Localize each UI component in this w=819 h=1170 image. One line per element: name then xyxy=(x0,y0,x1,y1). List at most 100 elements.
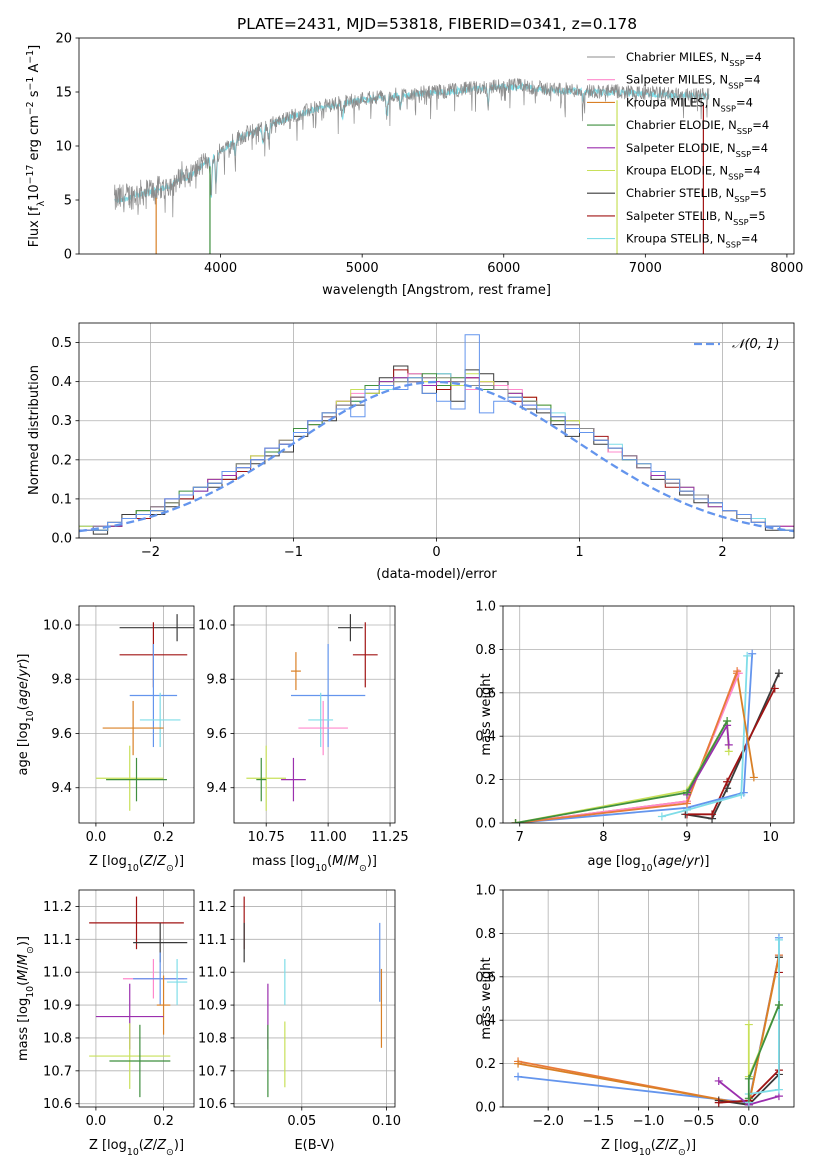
y-tick-label: 0.2 xyxy=(475,773,496,788)
x-axis-label: (data-model)/error xyxy=(376,567,497,582)
mass-weight-marker xyxy=(774,669,783,678)
x-tick-label: 0.0 xyxy=(86,830,107,845)
y-tick-label: 0.4 xyxy=(51,375,72,390)
spectrum-axes: 4000 5000 6000 7000 8000 0 5 10 15 20 Chabrier MIL… xyxy=(25,32,804,299)
y-tick-label: 9.8 xyxy=(206,673,227,688)
y-axis-label: mass weight xyxy=(479,673,494,755)
y-tick-label: 0 xyxy=(64,248,72,263)
y-tick-label: 0.4 xyxy=(475,1014,496,1029)
spectrum-frame xyxy=(78,37,795,255)
massweight_vs_Z-frame xyxy=(502,889,795,1108)
age_vs_mass-axes: 10.75 11.00 11.25 9.4 9.6 9.8 10.0 mass [log10(… xyxy=(198,605,409,874)
y-tick-label: 20 xyxy=(55,32,72,47)
y-tick-label: 10.9 xyxy=(198,999,227,1014)
y-tick-label: 10.7 xyxy=(43,1064,72,1079)
y-tick-label: 9.6 xyxy=(51,727,72,742)
y-axis-label: mass weight xyxy=(479,957,494,1039)
y-tick-label: 11.2 xyxy=(198,900,227,915)
mass_vs_ebv-frame xyxy=(233,889,396,1108)
massweight_vs_age-plot-area xyxy=(511,649,783,823)
mass-weight-marker xyxy=(737,790,746,799)
x-tick-label: 0 xyxy=(432,545,440,560)
histogram-step xyxy=(79,334,794,538)
y-tick-label: 11.0 xyxy=(43,966,72,981)
mass-weight-line xyxy=(661,655,749,818)
mass_vs_Z-plot-area xyxy=(89,896,188,1098)
mass-weight-marker xyxy=(774,1001,783,1010)
y-tick-label: 9.4 xyxy=(51,781,72,796)
x-tick-label: 0.10 xyxy=(372,1114,401,1129)
mass_vs_Z-frame xyxy=(78,889,195,1108)
y-axis-label: Flux [fλ10−17 erg cm−2 s−1 A−1] xyxy=(25,45,47,247)
residuals-axes: −2 −1 0 1 2 0.0 0.1 0.2 0.3 0.4 0.5 𝒩(0, 1) (data-mo… xyxy=(27,322,795,582)
residuals-plot-area xyxy=(79,334,794,538)
legend-label: Kroupa ELODIE, NSSP=4 xyxy=(626,164,761,182)
y-tick-label: 15 xyxy=(55,86,72,101)
x-tick-label: 2 xyxy=(718,545,726,560)
x-tick-label: 10 xyxy=(762,830,779,845)
x-tick-label: 6000 xyxy=(487,261,520,276)
mass-weight-marker xyxy=(511,819,520,823)
x-tick-label: 10.75 xyxy=(248,830,285,845)
age_vs_Z-frame xyxy=(78,605,195,824)
y-tick-label: 11.0 xyxy=(198,966,227,981)
y-tick-label: 10 xyxy=(55,140,72,155)
x-tick-label: 0.2 xyxy=(153,830,174,845)
data-spectrum-line xyxy=(114,77,710,218)
mass-weight-marker xyxy=(733,667,742,676)
mass-weight-marker xyxy=(514,1072,523,1081)
x-tick-label: 0.05 xyxy=(287,1114,316,1129)
y-tick-label: 0.0 xyxy=(475,817,496,832)
legend-label: 𝒩(0, 1) xyxy=(732,337,779,352)
mass-weight-line xyxy=(515,653,754,823)
x-tick-label: 0.0 xyxy=(739,1114,760,1129)
x-tick-label: 5000 xyxy=(346,261,379,276)
x-axis-label: Z [log10(Z/Z⊙)] xyxy=(89,1138,184,1158)
mass-weight-line xyxy=(515,670,738,823)
x-tick-label: −1.0 xyxy=(633,1114,665,1129)
mass-weight-marker xyxy=(744,1074,753,1083)
x-tick-label: 9 xyxy=(683,830,691,845)
y-tick-label: 5 xyxy=(64,194,72,209)
mass-weight-marker xyxy=(714,1098,723,1107)
mass-weight-marker xyxy=(657,812,666,821)
legend-label: Chabrier ELODIE, NSSP=4 xyxy=(626,118,769,136)
mass-weight-line xyxy=(687,688,776,816)
y-tick-label: 9.6 xyxy=(206,727,227,742)
x-tick-label: 8000 xyxy=(770,261,803,276)
x-tick-label: −2 xyxy=(141,545,160,560)
y-tick-label: 1.0 xyxy=(475,884,496,899)
y-axis-label: Normed distribution xyxy=(27,365,42,495)
y-tick-label: 0.1 xyxy=(51,492,72,507)
mass-weight-marker xyxy=(708,810,717,819)
x-axis-label: mass [log10(M/M⊙)] xyxy=(252,854,377,874)
mass-weight-marker xyxy=(744,1094,753,1103)
y-tick-label: 9.4 xyxy=(206,781,227,796)
spectrum-legend: Chabrier MILES, NSSP=4 Salpeter MILES, NS… xyxy=(587,50,769,250)
y-tick-label: 0.6 xyxy=(475,686,496,701)
x-tick-label: −1.5 xyxy=(583,1114,615,1129)
x-axis-label: Z [log10(Z/Z⊙)] xyxy=(89,854,184,874)
y-tick-label: 0.8 xyxy=(475,927,496,942)
x-tick-label: −2.0 xyxy=(532,1114,564,1129)
y-tick-label: 10.6 xyxy=(198,1097,227,1112)
legend-label: Salpeter MILES, NSSP=4 xyxy=(626,73,761,91)
age_vs_Z-plot-area xyxy=(95,614,194,811)
x-tick-label: 0.0 xyxy=(86,1114,107,1129)
y-tick-label: 1.0 xyxy=(475,600,496,615)
y-tick-label: 10.9 xyxy=(43,999,72,1014)
x-tick-label: 7 xyxy=(516,830,524,845)
mass_vs_ebv-plot-area xyxy=(243,896,383,1098)
y-tick-label: 9.8 xyxy=(51,673,72,688)
y-tick-label: 10.6 xyxy=(43,1097,72,1112)
mass-weight-marker xyxy=(682,788,691,797)
y-axis-label: age [log10(age/yr)] xyxy=(16,653,36,775)
legend-label: Salpeter ELODIE, NSSP=4 xyxy=(626,141,768,159)
y-tick-label: 10.0 xyxy=(198,618,227,633)
mass-weight-marker xyxy=(723,777,732,786)
x-tick-label: 11.00 xyxy=(310,830,347,845)
y-tick-label: 0.0 xyxy=(475,1101,496,1116)
age_vs_mass-frame xyxy=(233,605,396,824)
